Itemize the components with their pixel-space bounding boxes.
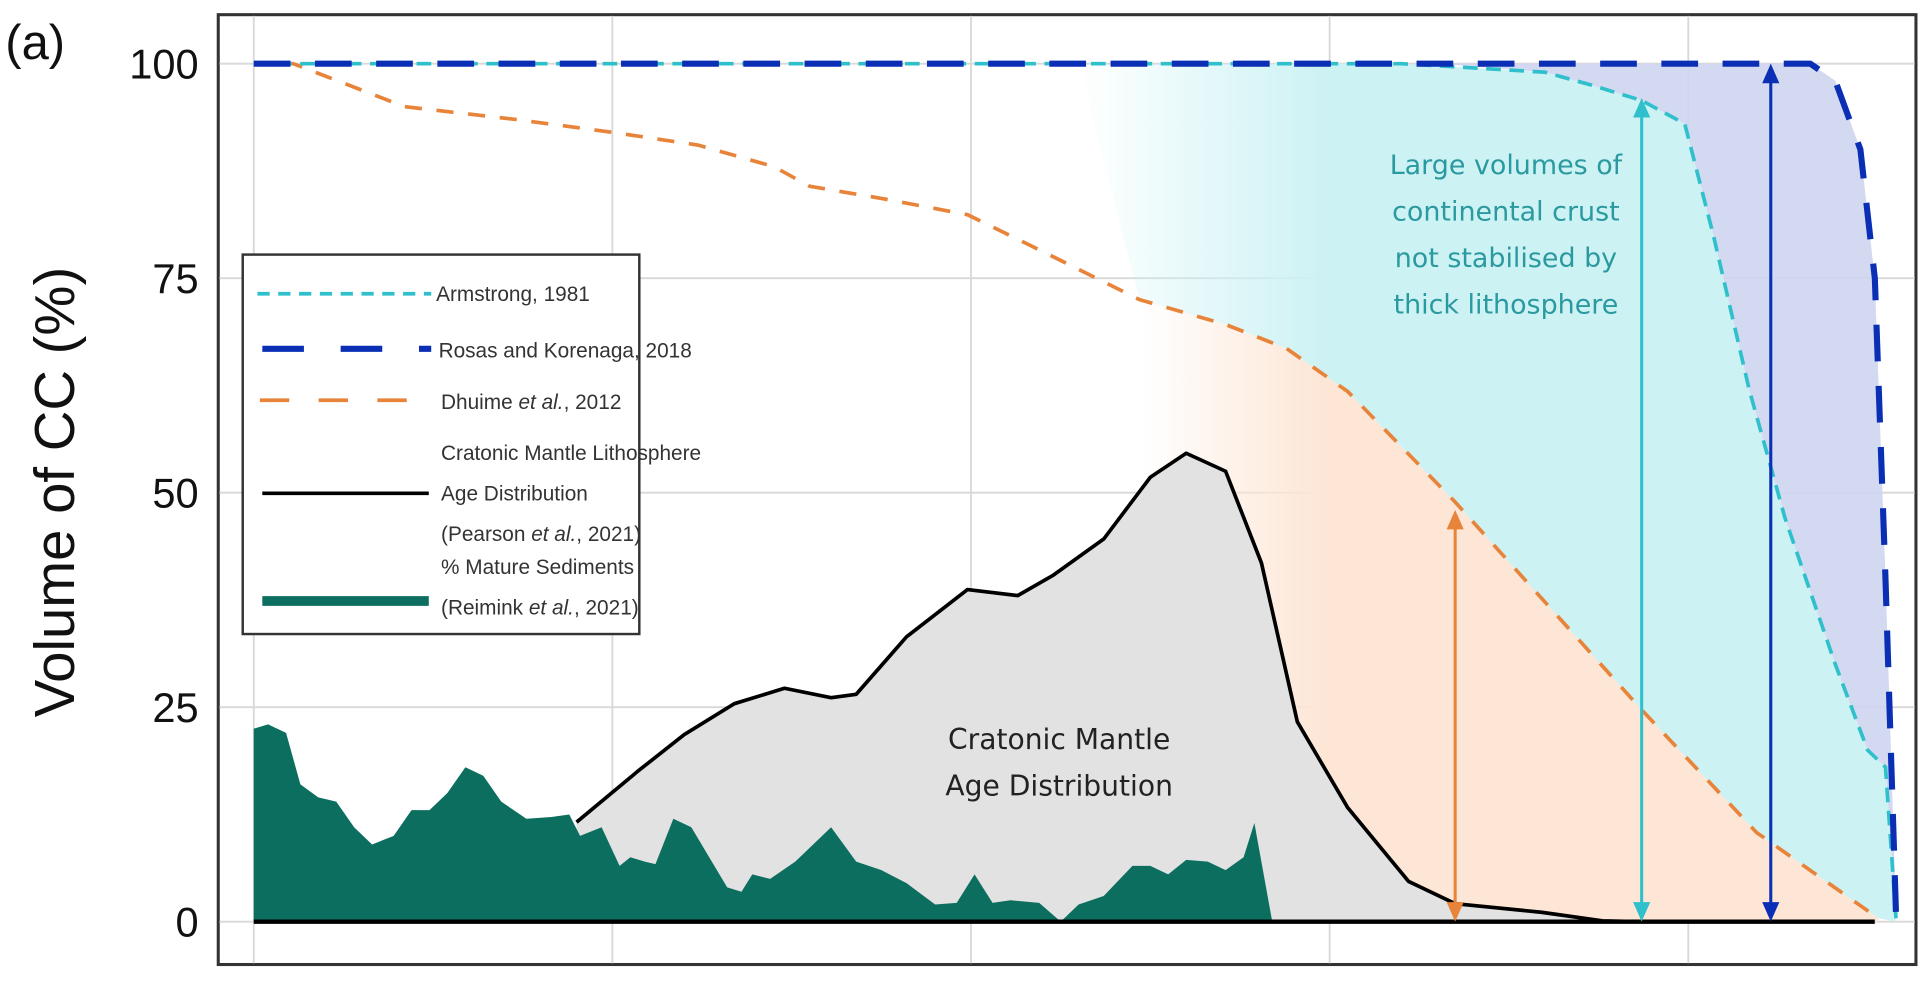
legend: Armstrong, 1981 Rosas and Korenaga, 2018… [241, 253, 701, 636]
annotation-line: not stabilised by [1395, 243, 1617, 274]
armstrong-line [253, 61, 1899, 922]
y-tick-labels: 0 25 50 75 100 [129, 40, 198, 945]
annotation-line: Large volumes of [1390, 150, 1623, 181]
blue-arrow-head-up [1762, 63, 1780, 84]
orange-arrow-head-up [1446, 509, 1464, 530]
legend-label-cratonic: Age Distribution [441, 483, 588, 506]
armstrong-shaded-region [1078, 63, 1897, 922]
rosas-line [253, 60, 1900, 922]
cratonic-line [575, 451, 1872, 924]
legend-label-sediments: % Mature Sediments [441, 556, 634, 579]
cyan-arrow-head-up [1633, 97, 1651, 118]
series-marks [253, 60, 1900, 924]
annotation-line: continental crust [1392, 196, 1620, 227]
orange-arrow-head-down [1446, 902, 1464, 922]
annotation-line: Age Distribution [945, 770, 1173, 803]
y-tick-label: 75 [152, 255, 198, 302]
y-tick-label: 50 [152, 469, 198, 516]
annotation-mantle: Cratonic Mantle Age Distribution [945, 723, 1173, 803]
y-tick-label: 25 [152, 684, 198, 731]
y-tick-label: 0 [176, 898, 199, 945]
legend-box [241, 253, 641, 636]
annotation-crust: Large volumes of continental crust not s… [1390, 150, 1623, 321]
y-tick-label: 100 [129, 40, 198, 87]
annotation-line: thick lithosphere [1394, 289, 1619, 320]
panel-label: (a) [5, 16, 65, 70]
legend-label-sediments: (Reimink et al., 2021) [441, 596, 639, 619]
rosas-shaded-region [1437, 63, 1897, 922]
dhuime-line [253, 61, 1880, 920]
legend-label-dhuime: Dhuime et al., 2012 [441, 391, 621, 414]
legend-label-cratonic: (Pearson et al., 2021) [441, 523, 641, 546]
legend-label-rosas: Rosas and Korenaga, 2018 [439, 339, 692, 362]
legend-label-armstrong: Armstrong, 1981 [436, 283, 590, 306]
cratonic-area [576, 453, 1872, 922]
cyan-arrow-head-down [1633, 902, 1651, 922]
legend-label-cratonic: Cratonic Mantle Lithosphere [441, 442, 701, 465]
annotation-line: Cratonic Mantle [948, 723, 1170, 756]
arrows [1446, 63, 1780, 922]
sediments-area [253, 724, 1273, 922]
blue-arrow-head-down [1762, 902, 1780, 922]
y-axis-label: Volume of CC (%) [23, 267, 86, 718]
